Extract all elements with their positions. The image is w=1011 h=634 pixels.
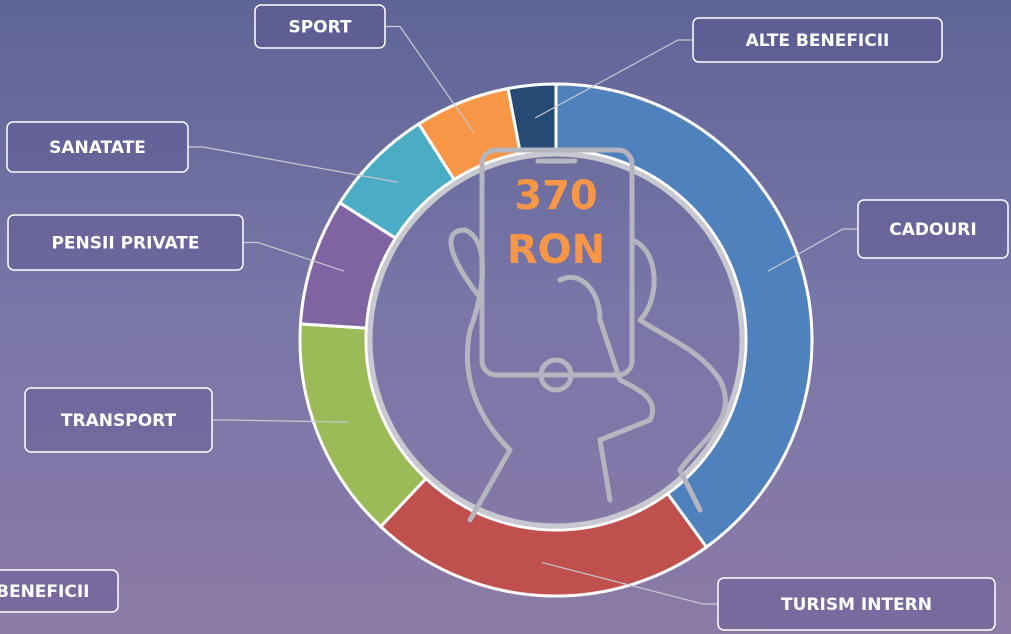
leader-line: [212, 419, 349, 423]
label: SPORT: [288, 18, 351, 38]
label: BENEFICII: [0, 582, 89, 602]
donut: [298, 82, 814, 598]
label: PENSII PRIVATE: [51, 234, 199, 254]
center-unit: RON: [507, 227, 605, 273]
label-box: [7, 214, 244, 271]
label-box: [6, 121, 189, 173]
leader-line: [534, 39, 693, 119]
label: SANATATE: [49, 138, 146, 158]
label: TURISM INTERN: [781, 595, 932, 615]
leader-line: [188, 146, 399, 183]
leader-line: [385, 25, 475, 134]
label-box: [692, 17, 943, 63]
label-box: [0, 569, 119, 613]
label: TRANSPORT: [61, 411, 177, 431]
label: CADOURI: [889, 220, 976, 240]
center-value: 370: [514, 173, 598, 219]
label: ALTE BENEFICII: [746, 31, 890, 51]
leader-line: [541, 561, 718, 605]
label-box: [717, 577, 996, 631]
donut-segment: [554, 82, 814, 550]
label-box: [24, 387, 213, 453]
label-box: [857, 199, 1009, 259]
label-box: [254, 4, 386, 49]
leader-line: [243, 241, 345, 272]
icon: [367, 147, 745, 529]
leader-line: [767, 228, 858, 272]
